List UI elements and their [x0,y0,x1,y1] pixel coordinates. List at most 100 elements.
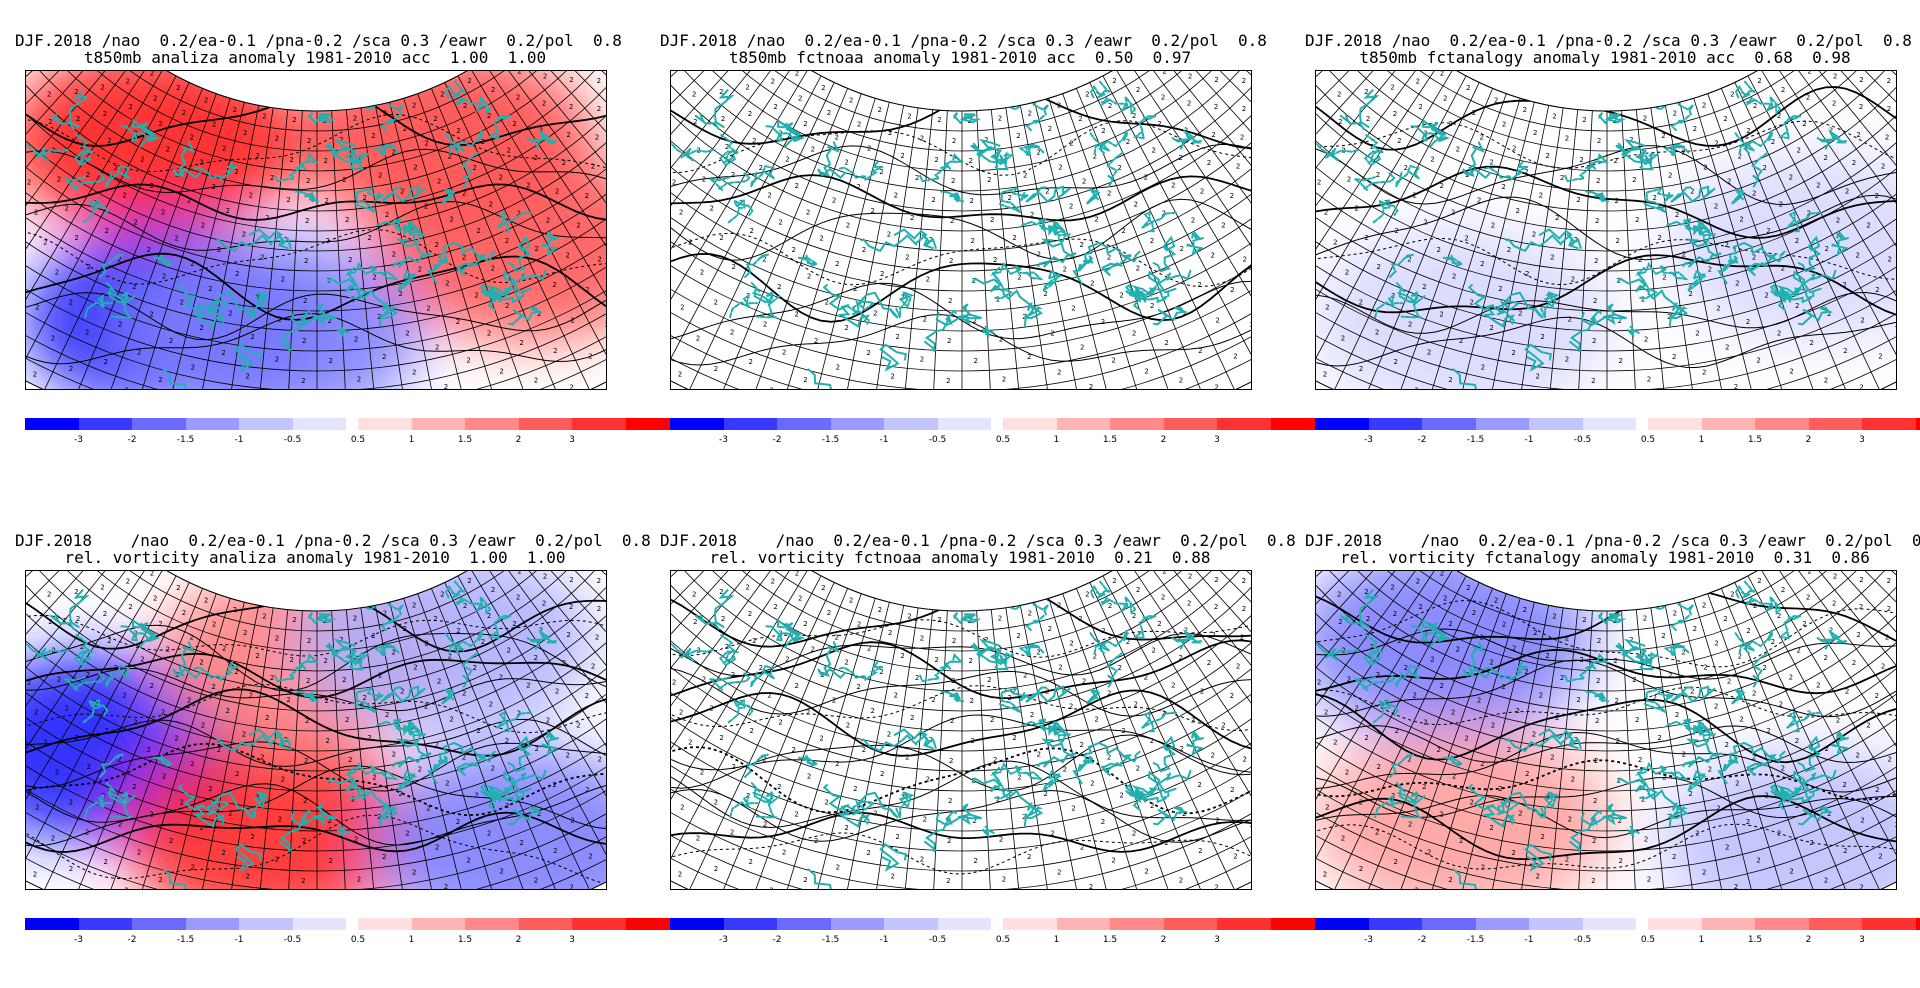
svg-text:2: 2 [1618,357,1622,365]
svg-text:2: 2 [1582,616,1586,624]
svg-text:2: 2 [1152,647,1156,655]
svg-text:2: 2 [1795,737,1799,745]
svg-text:2: 2 [745,583,749,591]
colorbar-negative-tick-label: -1.5 [821,935,840,945]
svg-text:2: 2 [1762,664,1766,672]
svg-text:2: 2 [1540,333,1544,341]
svg-text:2: 2 [900,152,904,160]
svg-text:2: 2 [199,658,203,666]
colorbar-negative-tick-label: -1 [234,435,244,445]
colorbar-negative-tick-label: -2 [772,435,782,445]
svg-text:2: 2 [1594,257,1598,265]
colorbar-positive-swatch [572,418,626,430]
svg-text:2: 2 [862,746,866,754]
colorbar-positive-swatch [358,418,412,430]
svg-text:2: 2 [1316,649,1317,657]
svg-text:2: 2 [827,109,831,117]
svg-text:2: 2 [595,633,599,641]
svg-text:2: 2 [1325,804,1329,812]
svg-text:2: 2 [1161,94,1165,102]
svg-text:2: 2 [867,144,871,152]
colorbar-negative-tick-label: -1 [1524,935,1534,945]
svg-text:2: 2 [1157,620,1161,628]
svg-text:2: 2 [1491,722,1495,730]
svg-text:2: 2 [748,358,752,366]
svg-text:2: 2 [1030,711,1034,719]
svg-text:2: 2 [1727,177,1731,185]
svg-text:2: 2 [771,77,775,85]
svg-text:2: 2 [1714,202,1718,210]
svg-text:2: 2 [1539,691,1543,699]
svg-text:2: 2 [1714,139,1718,147]
svg-text:2: 2 [517,571,521,576]
svg-text:2: 2 [519,339,523,347]
svg-text:2: 2 [1111,357,1115,365]
svg-text:2: 2 [794,310,798,318]
svg-text:2: 2 [1644,836,1648,844]
svg-text:2: 2 [767,191,771,199]
svg-text:2: 2 [516,94,520,102]
svg-text:2: 2 [1452,772,1456,780]
svg-text:2: 2 [1771,138,1775,146]
svg-text:2: 2 [1071,305,1075,313]
svg-text:2: 2 [377,313,381,321]
svg-text:2: 2 [1714,639,1718,647]
svg-text:2: 2 [1766,727,1770,735]
svg-text:2: 2 [456,127,460,135]
svg-text:2: 2 [1716,805,1720,813]
svg-text:2: 2 [1859,603,1863,611]
svg-text:2: 2 [1404,164,1408,172]
svg-text:2: 2 [1214,576,1218,584]
svg-text:2: 2 [1576,696,1580,704]
svg-text:2: 2 [47,590,51,598]
svg-text:2: 2 [984,136,988,144]
colorbar-positive-tick-label: 0.5 [350,935,366,945]
svg-text:2: 2 [730,328,734,336]
svg-text:2: 2 [1117,164,1121,172]
svg-text:2: 2 [1524,668,1528,676]
svg-text:2: 2 [1359,299,1363,307]
colorbar-negative-swatch [937,918,991,930]
colorbar-positive-swatch [1056,418,1110,430]
svg-text:2: 2 [1797,647,1801,655]
svg-text:2: 2 [76,115,80,123]
svg-text:2: 2 [867,644,871,652]
svg-text:2: 2 [1860,817,1864,825]
svg-text:2: 2 [887,231,891,239]
svg-text:2: 2 [900,293,904,301]
svg-text:2: 2 [732,263,736,271]
svg-text:2: 2 [1533,129,1537,137]
svg-text:2: 2 [1164,339,1168,347]
svg-text:2: 2 [879,168,883,176]
colorbar-positive-swatch [1701,918,1755,930]
map-frame: 2 2 2 2 2 2 2 2 2 2 2 2 2 2 2 2 2 2 2 2 2 2 2 2 2 2 2 2 2 2 2 2 2 2 2 2 2 2 2 2… [670,70,1252,390]
svg-text:2: 2 [553,847,557,855]
svg-text:2: 2 [950,717,954,725]
svg-text:2: 2 [1317,678,1321,686]
svg-text:2: 2 [1856,631,1860,639]
svg-text:2: 2 [785,156,789,164]
svg-text:2: 2 [1855,751,1859,759]
svg-text:2: 2 [1777,612,1781,620]
svg-text:2: 2 [1807,709,1811,717]
svg-text:2: 2 [80,643,84,651]
svg-text:2: 2 [1533,629,1537,637]
svg-text:2: 2 [1162,571,1166,576]
svg-text:2: 2 [1136,86,1140,94]
svg-text:2: 2 [199,824,203,832]
svg-text:2: 2 [1824,245,1828,253]
svg-text:2: 2 [767,691,771,699]
svg-text:2: 2 [1364,588,1368,596]
svg-text:2: 2 [104,227,108,235]
svg-text:2: 2 [1045,188,1049,196]
svg-text:2: 2 [1466,84,1470,92]
map-frame: 2 2 2 2 2 2 2 2 2 2 2 2 2 2 2 2 2 2 2 2 2 2 2 2 2 2 2 2 2 2 2 2 2 2 2 2 2 2 2 2… [25,570,607,890]
svg-text:2: 2 [923,316,927,324]
svg-text:2: 2 [891,373,895,381]
svg-text:2: 2 [507,647,511,655]
svg-text:2: 2 [1512,644,1516,652]
svg-text:2: 2 [1507,746,1511,754]
svg-text:2: 2 [555,688,559,696]
colorbar-positive-swatch [1915,918,1920,930]
svg-text:2: 2 [435,241,439,249]
